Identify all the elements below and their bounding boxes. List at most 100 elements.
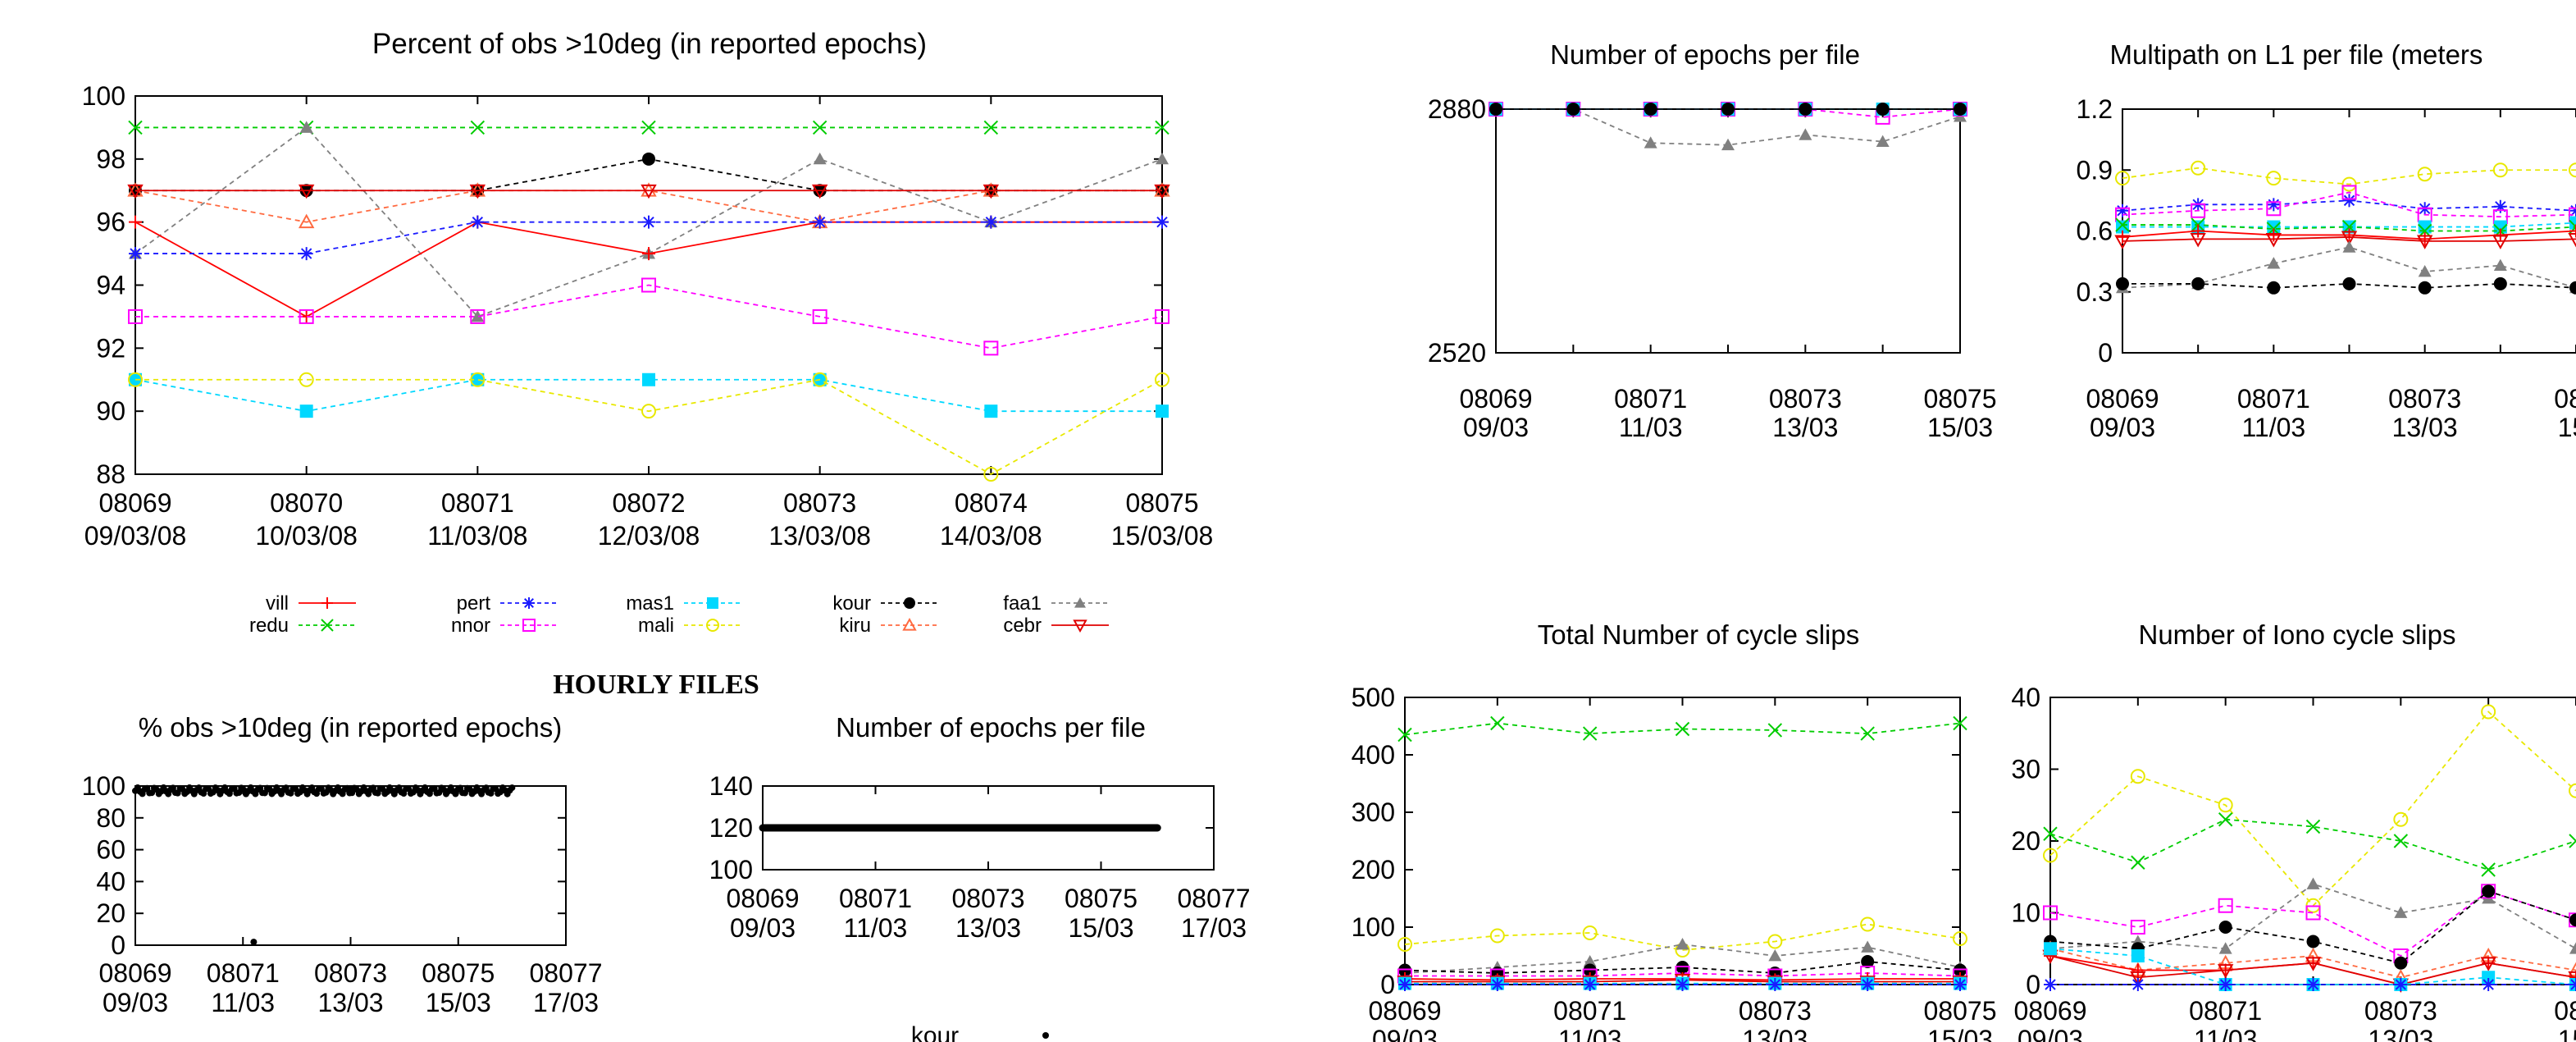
data-point <box>1397 937 1412 952</box>
data-point <box>2191 203 2206 218</box>
data-point <box>471 372 485 386</box>
data-point <box>2267 257 2281 269</box>
chart-title: Multipath on L1 per file (meters <box>2110 39 2483 70</box>
data-point <box>1155 372 1169 387</box>
series-line <box>2122 236 2576 242</box>
data-point <box>2305 819 2321 834</box>
x-tick-label: 08077 <box>1178 884 1251 913</box>
x-tick-label: 11/03 <box>844 913 908 943</box>
data-point <box>2131 978 2145 991</box>
data-point <box>984 215 998 229</box>
legend-marker <box>707 597 718 609</box>
y-tick-label: 400 <box>1352 740 1395 770</box>
series-nnor <box>128 277 1169 356</box>
data-point <box>299 308 314 324</box>
data-point <box>1861 978 1875 991</box>
data-point <box>1156 152 1169 165</box>
data-point <box>2130 769 2145 784</box>
chart-mp_l1_daily: Multipath on L1 per file (meters 0 0.3 0.6 0… <box>2077 39 2576 442</box>
data-point <box>2568 962 2576 976</box>
x-tick-label: 08073 <box>1769 384 1842 414</box>
data-point <box>2306 877 2320 889</box>
x-tick-label: 08070 <box>270 488 343 518</box>
data-point <box>2481 862 2496 877</box>
data-point <box>298 213 315 229</box>
y-tick-label: 120 <box>709 813 753 843</box>
series-line <box>1404 923 1961 951</box>
data-point <box>471 309 485 322</box>
legend-marker <box>523 597 535 609</box>
data-point <box>983 467 999 482</box>
data-point <box>2306 935 2320 948</box>
data-point <box>298 184 315 199</box>
y-tick-label: 60 <box>96 835 125 865</box>
data-point <box>469 184 486 199</box>
partial-legend-label: kour <box>911 1022 959 1042</box>
y-tick-label: 0.3 <box>2077 277 2113 307</box>
data-point <box>1490 715 1505 731</box>
legend-entry-cebr: cebr <box>1003 615 1109 637</box>
x-tick-label: 15/03 <box>1068 913 1133 943</box>
x-tick-label: 08075 <box>1126 488 1199 518</box>
data-point <box>2115 217 2130 232</box>
x-tick-label: 08072 <box>613 488 686 518</box>
data-point <box>2043 905 2058 921</box>
data-point <box>1954 103 1967 116</box>
x-tick-label: 08069 <box>2086 384 2159 414</box>
x-tick-label: 13/03 <box>1772 413 1838 442</box>
data-point <box>471 215 485 229</box>
series-line <box>2049 711 2576 907</box>
x-tick-label: 09/03 <box>1372 1025 1438 1042</box>
y-tick-label: 96 <box>96 208 125 237</box>
x-tick-label: 09/03 <box>2090 413 2155 442</box>
legend-entry-kour: kour <box>832 592 938 615</box>
data-point <box>1155 308 1169 324</box>
data-point <box>2043 826 2058 841</box>
data-point <box>2114 235 2131 249</box>
data-point <box>2218 898 2233 913</box>
x-tick-label: 08073 <box>2364 996 2437 1026</box>
series-line <box>134 221 1162 318</box>
x-tick-label: 08077 <box>530 958 603 988</box>
partial-legend-marker <box>1042 1032 1049 1039</box>
data-point <box>2569 224 2576 238</box>
series-line <box>2049 890 2576 964</box>
x-tick-label: 15/03 <box>1927 413 1993 442</box>
data-point <box>2191 276 2205 290</box>
x-tick-label: 08074 <box>955 488 1028 518</box>
data-point <box>1799 103 1812 116</box>
y-tick-label: 2520 <box>1428 338 1486 368</box>
data-point <box>2218 978 2232 991</box>
data-point <box>811 184 828 199</box>
data-point <box>2493 258 2507 271</box>
data-point <box>2218 812 2233 827</box>
legend-entry-pert: pert <box>457 592 558 615</box>
x-tick-label: 11/03 <box>2194 1025 2258 1042</box>
chart-iono_daily: Number of Iono cycle slips 0 10 20 30 40 08069… <box>2011 619 2576 1042</box>
x-tick-label: 08075 <box>1065 884 1138 913</box>
legend-entry-vill: vill <box>266 592 356 615</box>
legend-label: kour <box>832 592 871 615</box>
y-tick-label: 1.2 <box>2077 94 2113 124</box>
data-point <box>2131 963 2145 977</box>
data-point <box>641 184 657 199</box>
data-point <box>2416 235 2433 249</box>
y-tick-label: 0 <box>111 930 125 960</box>
data-point <box>2306 978 2320 991</box>
series-pert <box>1398 978 1967 991</box>
y-tick-label: 100 <box>1352 912 1395 942</box>
legend-entry-nnor: nnor <box>451 615 558 637</box>
data-point <box>984 404 998 418</box>
data-point <box>2218 921 2232 934</box>
y-tick-label: 0.6 <box>2077 217 2113 246</box>
data-point <box>2131 949 2145 962</box>
data-point <box>641 120 656 135</box>
series-line <box>135 284 1163 350</box>
data-point <box>1768 978 1782 991</box>
data-point <box>2116 230 2129 244</box>
data-point <box>642 247 655 261</box>
legend-marker <box>1073 619 1087 633</box>
data-point <box>1767 723 1783 738</box>
data-point <box>2341 231 2358 245</box>
